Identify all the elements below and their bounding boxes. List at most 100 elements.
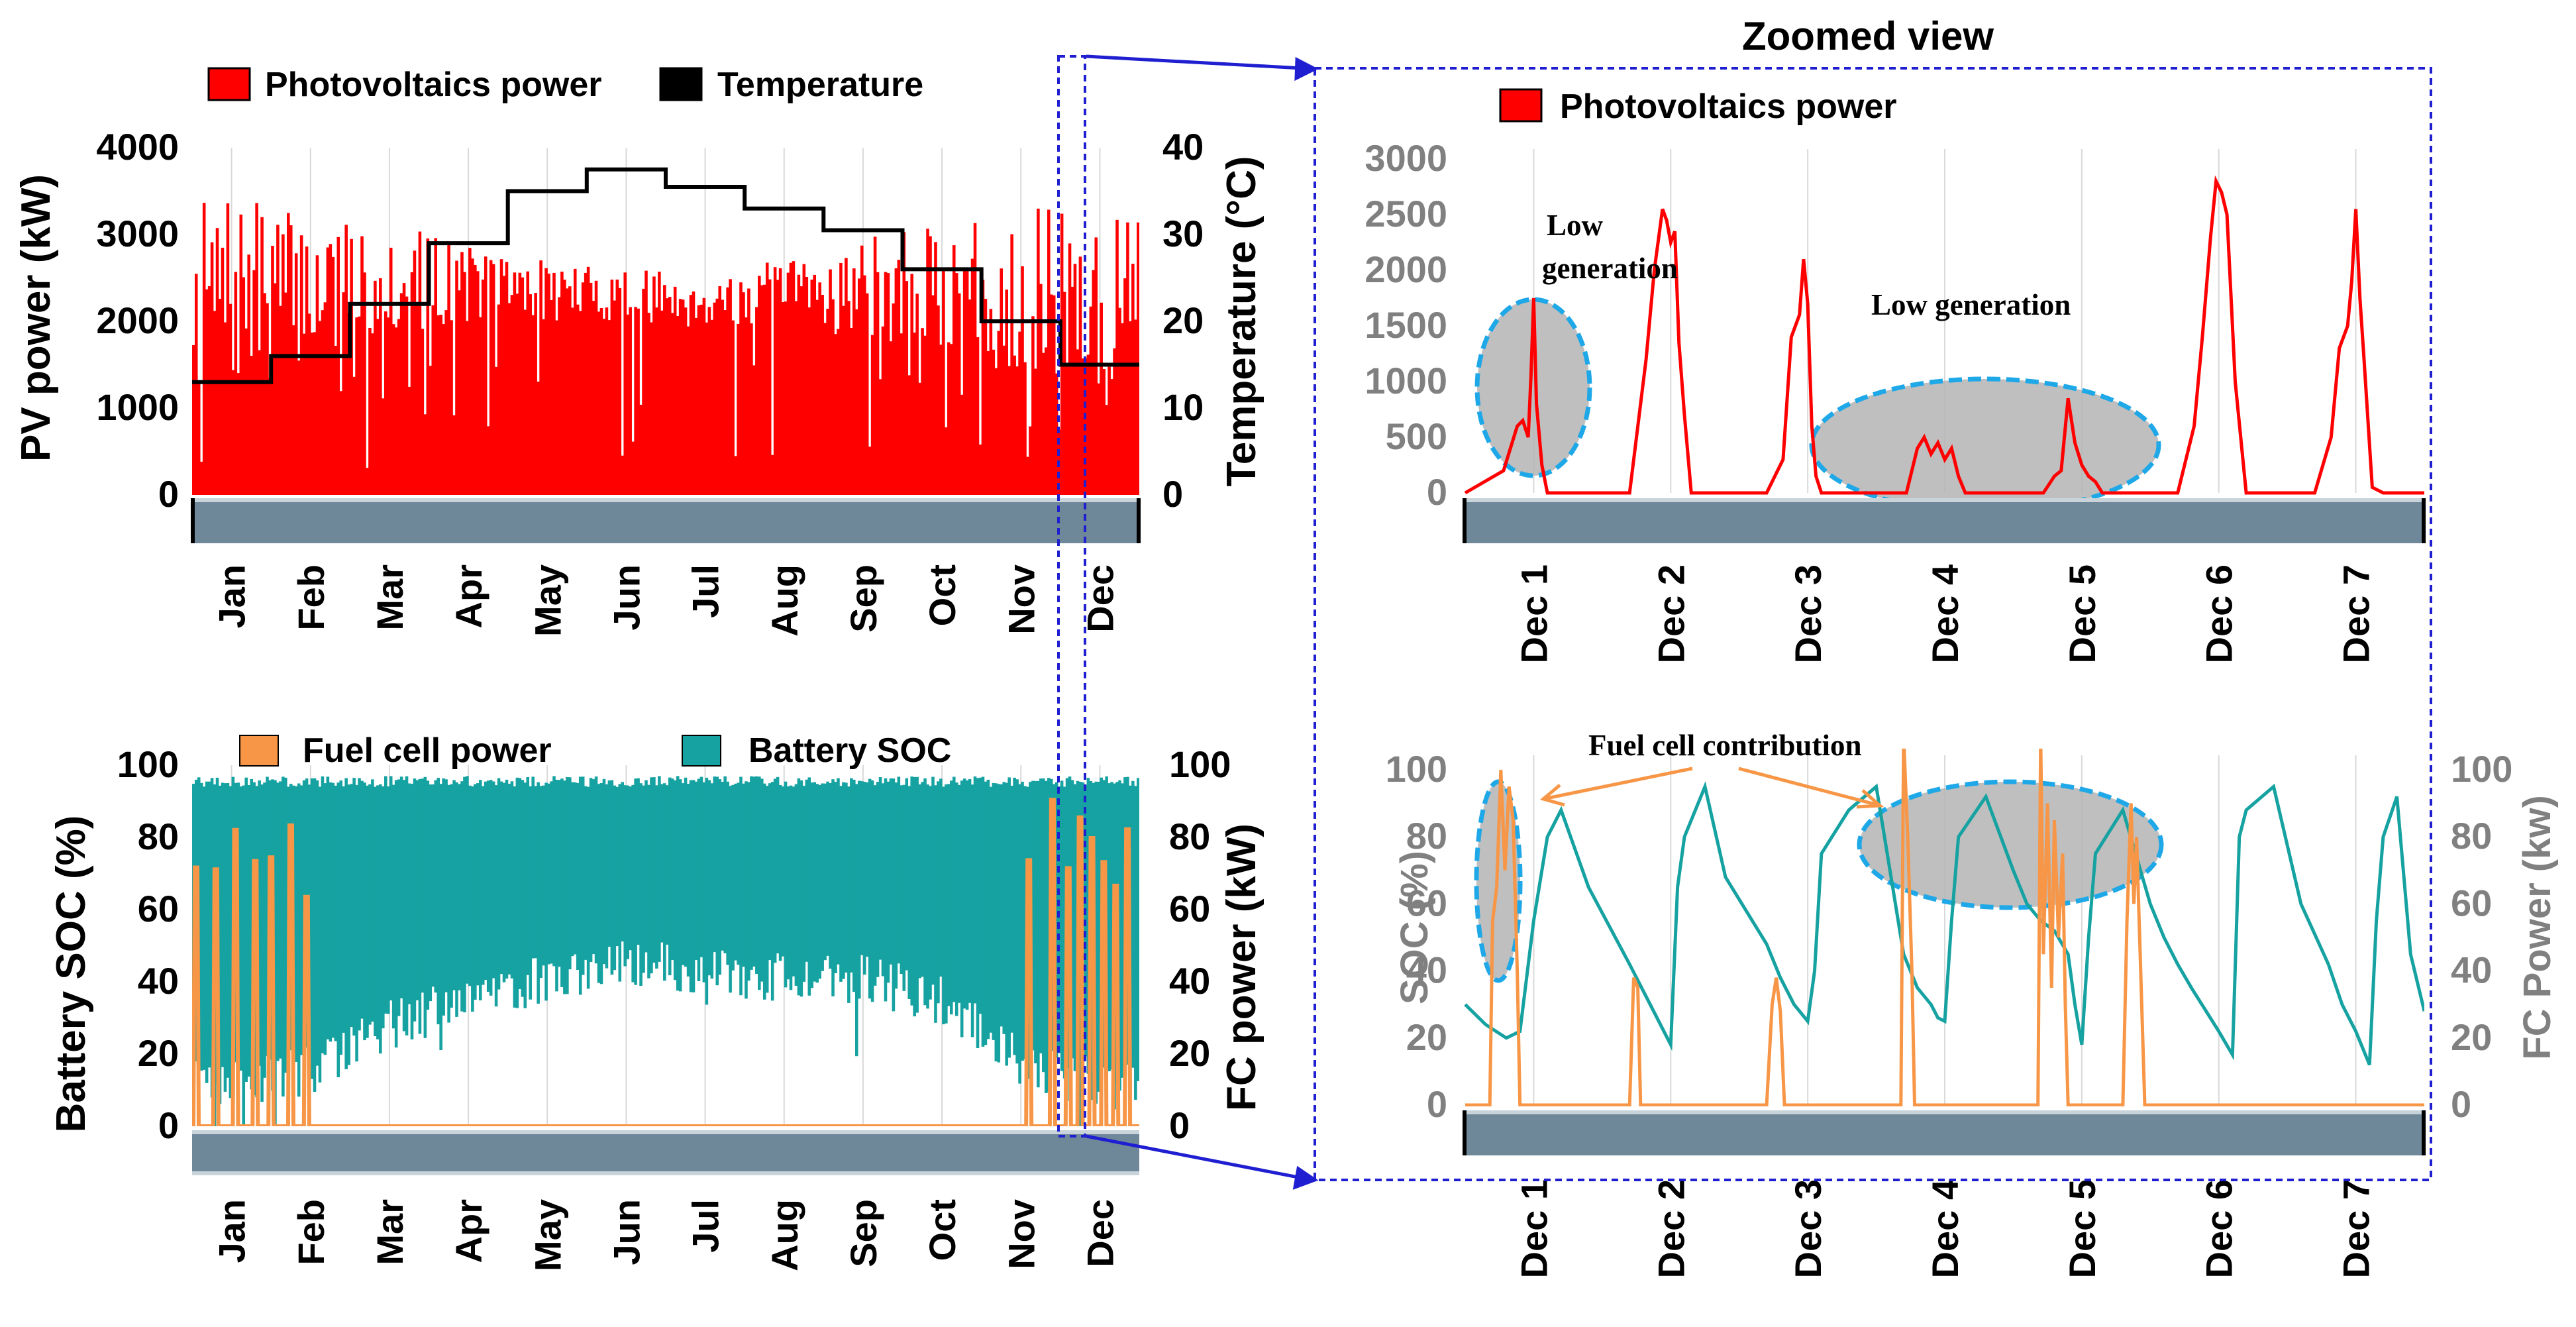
- pv-bar: [699, 304, 703, 495]
- soc-band: [284, 777, 287, 1073]
- soc-band: [597, 784, 601, 983]
- pv-bar: [652, 276, 656, 495]
- pv-bar: [618, 288, 622, 495]
- pv-bar: [668, 297, 672, 495]
- pv-bar: [1097, 383, 1101, 495]
- soc-band: [344, 778, 348, 1069]
- soc-band: [447, 784, 450, 1023]
- soc-band: [250, 778, 253, 1090]
- soc-band: [852, 779, 856, 992]
- pv-bar: [770, 454, 774, 495]
- pv-bar: [478, 317, 482, 495]
- soc-band: [768, 783, 772, 961]
- pv-bar: [1068, 243, 1072, 495]
- pv-bar: [1026, 456, 1029, 495]
- y-tick-label: 1500: [1365, 304, 1447, 346]
- pv-bar: [513, 272, 517, 495]
- y-tick-label: 3000: [96, 213, 179, 254]
- soc-band: [729, 786, 732, 993]
- pv-bar: [1113, 348, 1116, 495]
- timeline-bar: [1464, 498, 2424, 543]
- soc-band: [466, 776, 469, 984]
- pv-bar: [205, 289, 209, 495]
- y2-tick-label: 0: [1162, 473, 1183, 515]
- pv-bar: [342, 292, 345, 495]
- pv-bar: [363, 272, 366, 495]
- zoom-target-box: [1314, 67, 2432, 1181]
- pv-bar: [857, 278, 861, 495]
- pv-bar: [960, 394, 964, 495]
- y2-tick-label: 40: [1162, 126, 1204, 168]
- soc-band: [1137, 778, 1139, 1081]
- x-tick-label: Oct: [921, 1199, 963, 1261]
- pv-bar: [821, 295, 824, 495]
- y-tick-label: 20: [1406, 1016, 1447, 1058]
- pv-bar: [213, 311, 217, 495]
- pv-bar: [615, 280, 619, 495]
- soc-band: [876, 782, 880, 977]
- soc-band: [666, 785, 669, 945]
- pv-bar: [413, 250, 417, 495]
- y2-axis-title: FC power (kW): [1219, 823, 1264, 1111]
- annotation-arrows: [1539, 767, 1884, 809]
- pv-bar: [923, 335, 927, 495]
- soc-band: [705, 777, 709, 1005]
- soc-band: [1121, 783, 1124, 1078]
- soc-band: [494, 785, 498, 1007]
- soc-band: [905, 778, 909, 971]
- pv-bar: [673, 286, 677, 495]
- pv-bar: [284, 292, 287, 495]
- soc-band: [897, 776, 901, 964]
- soc-band: [921, 782, 924, 977]
- soc-band: [1108, 783, 1111, 1071]
- pv-bar: [723, 310, 727, 495]
- pv-bar: [405, 296, 409, 495]
- pv-bar: [274, 283, 277, 495]
- pv-bar: [566, 288, 569, 495]
- pv-bar: [318, 321, 322, 495]
- soc-band: [266, 776, 269, 1056]
- soc-line: [1464, 781, 2424, 1066]
- soc-band: [310, 778, 314, 1079]
- pv-bar: [729, 279, 732, 495]
- soc-band: [923, 778, 927, 1006]
- soc-band: [884, 778, 888, 1002]
- pv-bar: [499, 259, 503, 495]
- soc-band: [918, 784, 921, 979]
- y-tick-label: 60: [138, 888, 179, 929]
- pv-bar: [544, 268, 548, 495]
- pv-bar: [339, 391, 343, 495]
- x-tick-label: Feb: [290, 1199, 332, 1265]
- pv-bar: [1021, 266, 1024, 495]
- x-tick-label: Sep: [843, 1199, 884, 1267]
- pv-bar: [1115, 219, 1119, 495]
- x-tick-label: Mar: [369, 1199, 411, 1265]
- soc-band: [202, 786, 206, 1070]
- soc-band: [1073, 784, 1077, 1071]
- pv-bar: [939, 345, 943, 495]
- pv-bar: [552, 272, 556, 495]
- pv-bar: [239, 214, 243, 495]
- pv-bar: [421, 329, 425, 495]
- soc-band: [778, 784, 782, 961]
- soc-band: [542, 785, 545, 966]
- soc-band: [681, 783, 685, 965]
- soc-band: [391, 784, 395, 1029]
- soc-band: [1005, 782, 1008, 1066]
- pv-bar: [471, 258, 474, 495]
- pv-bar: [650, 322, 653, 495]
- pv-bar: [547, 274, 550, 495]
- pv-bar: [382, 398, 385, 495]
- soc-band: [382, 786, 385, 1029]
- y2-tick-label: 20: [1162, 299, 1204, 341]
- pv-bar: [1007, 366, 1011, 495]
- pv-bar: [336, 237, 340, 495]
- soc-band: [947, 784, 951, 1006]
- pv-bar: [666, 298, 669, 495]
- pv-bar: [1131, 264, 1135, 495]
- pv-bar: [639, 404, 643, 495]
- soc-band: [1094, 781, 1098, 1104]
- soc-band: [621, 782, 625, 942]
- pv-bar: [550, 299, 553, 495]
- pv-bar: [489, 260, 493, 495]
